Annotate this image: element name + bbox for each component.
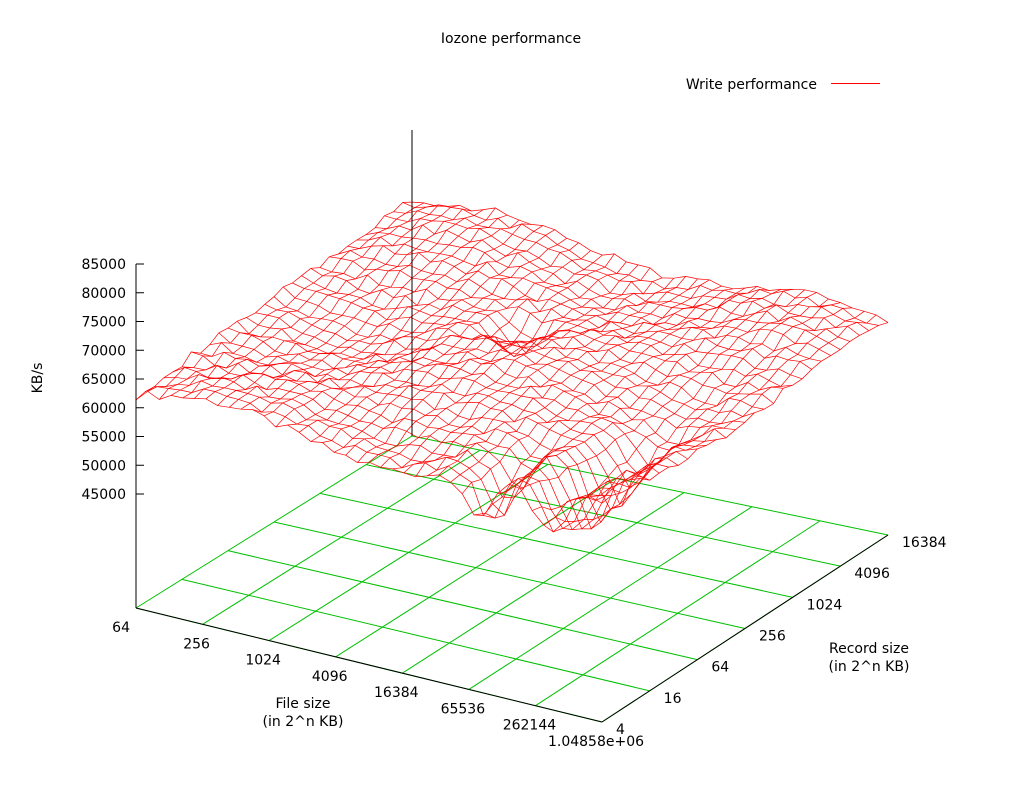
surface-line-y [319,267,793,387]
x-tick-label: 16384 [374,685,419,701]
surface-line-y [384,215,860,336]
surface-line-x [182,204,460,399]
y-tick-label: 1024 [807,597,843,613]
surface-line-y [365,232,841,350]
surface-line-x [566,307,853,502]
surface-line-y [172,367,641,530]
surface-line-y [227,327,698,476]
surface-line-y [255,312,727,445]
y-tick-label: 4 [616,722,625,738]
surface-line-x [368,267,651,463]
surface-line-x [461,287,746,494]
z-tick-label: 45000 [81,487,126,503]
y-tick-label: 256 [759,629,786,645]
surface-line-x [275,229,555,428]
z-tick-label: 70000 [81,343,126,359]
grid-line-y [181,578,650,692]
x-tick-label: 256 [183,636,210,652]
z-tick-label: 55000 [81,430,126,446]
y-tick-label: 16 [664,691,682,707]
z-tick-label: 85000 [81,257,126,273]
y-axis-label: Record size (in 2^n KB) [829,641,910,675]
tick-labels: 85000 80000 75000 70000 65000 60000 55000 50000… [81,257,946,750]
surface-line-x [147,202,425,392]
surface-mesh [135,201,889,533]
grid-line-y [273,521,746,629]
x-tick-label: 1024 [245,653,281,669]
surface-line-y [273,296,746,424]
x-tick-label: 64 [112,620,130,636]
y-tick-label: 64 [711,660,729,676]
surface-line-y [356,236,831,356]
x-tick-label: 4096 [312,669,348,685]
z-tick-label: 65000 [81,372,126,388]
z-tick-label: 80000 [81,286,126,302]
surface-line-x [298,242,579,433]
z-tick-label: 50000 [81,458,126,474]
surface-line-y [209,342,679,505]
surface-line-y [292,282,765,410]
surface-line-x [252,223,532,413]
chart-title: Iozone performance [441,31,581,47]
x-tick-label: 65536 [441,701,486,717]
x-axis-line [135,607,603,723]
legend-label: Write performance [686,77,817,93]
surface-line-y [154,380,622,529]
legend: Write performance [686,77,880,93]
grid-line-y [411,435,889,536]
surface-line-y [200,351,669,510]
x-axis-label: File size (in 2^n KB) [263,696,344,730]
x-axis-label-line: File size [275,696,330,712]
surface-line-y [402,202,879,326]
surface-line-y [375,224,851,342]
surface-line-y [301,275,774,404]
x-axis-label-line: (in 2^n KB) [263,714,344,730]
surface-line-y [145,386,612,533]
y-axis-label-line: Record size [829,641,909,657]
z-tick-label: 60000 [81,401,126,417]
x-tick-label: 262144 [503,718,557,734]
surface-line-y [246,317,717,451]
surface-line-y [218,332,688,488]
z-axis-label: KB/s [30,363,46,394]
y-axis-line [601,534,889,723]
surface-line-y [236,320,707,467]
surface-line-y [411,201,889,323]
axes [135,130,889,723]
z-tick-label: 75000 [81,315,126,331]
surface-line-y [338,250,812,370]
surface-line-y [163,374,631,531]
y-tick-label: 16384 [902,535,947,551]
y-axis-label-line: (in 2^n KB) [829,659,910,675]
surface-line-y [282,286,755,417]
surface-line-y [310,268,784,391]
base-grid [135,435,889,723]
y-tick-label: 4096 [854,566,890,582]
grid-line-y [319,492,793,598]
surface-line-y [191,351,660,523]
x-tick-label: 1.04858e+06 [548,734,644,750]
surface-line-y [393,210,870,331]
surface-line-y [135,390,603,526]
surface-line-y [329,256,803,380]
surface-line-x [345,261,627,456]
surface-line-y [347,245,822,362]
surface-line-y [264,303,736,431]
grid-line-y [227,550,698,661]
